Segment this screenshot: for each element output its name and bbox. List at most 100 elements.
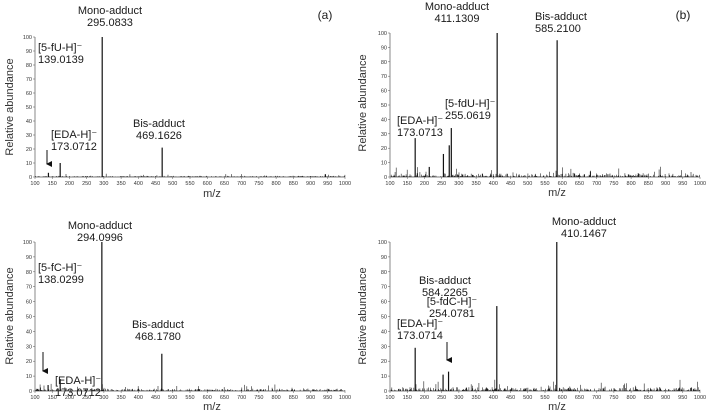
- y-tick-label: 20: [381, 359, 387, 365]
- x-tick-label: 150: [403, 181, 412, 187]
- y-tick-label: 0: [29, 175, 32, 181]
- x-tick-label: 550: [540, 181, 549, 187]
- y-tick-label: 20: [26, 359, 32, 365]
- y-tick-label: 50: [381, 103, 387, 109]
- y-tick-label: 40: [381, 329, 387, 335]
- x-tick-label: 200: [420, 395, 429, 401]
- spectrum-panel-1: 0 10 20 30 40 50 60 70 80 90 100 100 150 200 250 300 350…: [4, 5, 351, 200]
- x-tick-label: 500: [523, 181, 532, 187]
- peak-annotation-value: 173.0712: [51, 141, 97, 153]
- spectrum-panel-4: 0 10 20 30 40 50 60 70 80 90 100 100 150 200 250 300 350…: [357, 216, 706, 413]
- x-tick-label: 600: [203, 395, 212, 401]
- peak-annotation-value: 139.0139: [38, 54, 84, 66]
- spectrum-panel-2: 0 10 20 30 40 50 60 70 80 90 100 100 150 200 250 300 350…: [357, 1, 706, 199]
- x-tick-label: 250: [437, 181, 446, 187]
- x-tick-label: 750: [609, 181, 618, 187]
- x-tick-label: 750: [254, 181, 263, 187]
- spectrum-panel-3: 0 10 20 30 40 50 60 70 80 90 100 100 150 200 250 300 350…: [4, 220, 351, 413]
- x-tick-label: 850: [644, 181, 653, 187]
- y-tick-label: 70: [26, 77, 32, 83]
- y-axis-label: Relative abundance: [357, 54, 369, 151]
- x-tick-label: 300: [454, 181, 463, 187]
- x-tick-label: 150: [48, 181, 57, 187]
- peak-annotation-name: [5-fC-H]⁻: [38, 262, 83, 274]
- x-tick-label: 550: [185, 181, 194, 187]
- x-tick-label: 600: [203, 181, 212, 187]
- y-tick-label: 30: [381, 132, 387, 138]
- x-tick-label: 950: [323, 181, 332, 187]
- x-tick-label: 1000: [694, 395, 706, 401]
- y-tick-label: 60: [381, 89, 387, 95]
- x-tick-label: 400: [489, 395, 498, 401]
- x-tick-label: 450: [151, 395, 160, 401]
- y-tick-label: 50: [381, 315, 387, 321]
- y-tick-label: 40: [26, 329, 32, 335]
- y-tick-label: 70: [381, 74, 387, 80]
- peak-annotation-name: Mono-adduct: [552, 216, 616, 228]
- x-tick-label: 500: [168, 181, 177, 187]
- y-tick-label: 50: [26, 315, 32, 321]
- y-tick-label: 80: [381, 270, 387, 276]
- y-axis-label: Relative abundance: [357, 267, 369, 364]
- x-tick-label: 650: [220, 181, 229, 187]
- peak-annotation-value: 468.1780: [135, 331, 181, 343]
- x-tick-label: 400: [134, 395, 143, 401]
- x-tick-label: 1000: [694, 181, 706, 187]
- x-tick-label: 250: [82, 395, 91, 401]
- x-tick-label: 850: [289, 395, 298, 401]
- y-tick-label: 100: [378, 31, 387, 37]
- x-tick-label: 350: [117, 395, 126, 401]
- x-tick-label: 350: [117, 181, 126, 187]
- x-tick-label: 950: [323, 395, 332, 401]
- y-tick-label: 20: [381, 146, 387, 152]
- x-tick-label: 550: [185, 395, 194, 401]
- x-tick-label: 500: [523, 395, 532, 401]
- x-tick-label: 150: [48, 395, 57, 401]
- y-tick-label: 60: [381, 300, 387, 306]
- x-tick-label: 450: [151, 181, 160, 187]
- y-tick-label: 0: [384, 389, 387, 395]
- y-tick-label: 30: [381, 344, 387, 350]
- peak-annotation-name: Bis-adduct: [133, 118, 185, 130]
- y-tick-label: 0: [384, 175, 387, 181]
- x-tick-label: 200: [65, 395, 74, 401]
- x-tick-label: 800: [627, 181, 636, 187]
- x-tick-label: 300: [454, 395, 463, 401]
- peak-annotation-value: 469.1626: [136, 130, 182, 142]
- peak-annotation-value: 173.0712: [55, 387, 101, 399]
- x-tick-label: 450: [506, 181, 515, 187]
- x-tick-label: 800: [272, 395, 281, 401]
- y-tick-label: 70: [381, 285, 387, 291]
- x-axis-label: m/z: [203, 401, 221, 413]
- x-tick-label: 900: [306, 395, 315, 401]
- panel-label: (b): [676, 8, 691, 22]
- peak-annotation-value: 254.0781: [429, 308, 475, 320]
- y-tick-label: 100: [378, 240, 387, 246]
- x-tick-label: 200: [420, 181, 429, 187]
- peak-annotation-value: 584.2265: [422, 287, 468, 299]
- x-tick-label: 700: [237, 181, 246, 187]
- y-tick-label: 20: [26, 147, 32, 153]
- peak-annotation-name: Bis-adduct: [419, 275, 471, 287]
- x-tick-label: 100: [385, 395, 394, 401]
- x-tick-label: 950: [678, 395, 687, 401]
- x-tick-label: 100: [385, 181, 394, 187]
- panel-label: (a): [318, 8, 333, 22]
- y-tick-label: 10: [26, 374, 32, 380]
- y-tick-label: 100: [23, 240, 32, 246]
- x-tick-label: 750: [609, 395, 618, 401]
- y-tick-label: 30: [26, 344, 32, 350]
- y-tick-label: 10: [381, 374, 387, 380]
- y-tick-label: 70: [26, 285, 32, 291]
- x-tick-label: 650: [575, 181, 584, 187]
- peak-annotation-name: [EDA-H]⁻: [55, 375, 101, 387]
- x-tick-label: 200: [65, 181, 74, 187]
- peak-annotation-value: 295.0833: [87, 17, 133, 29]
- y-tick-label: 60: [26, 91, 32, 97]
- x-tick-label: 900: [661, 181, 670, 187]
- y-tick-label: 0: [29, 389, 32, 395]
- peak-annotation-name: [EDA-H]⁻: [397, 318, 443, 330]
- x-tick-label: 750: [254, 395, 263, 401]
- x-tick-label: 600: [558, 395, 567, 401]
